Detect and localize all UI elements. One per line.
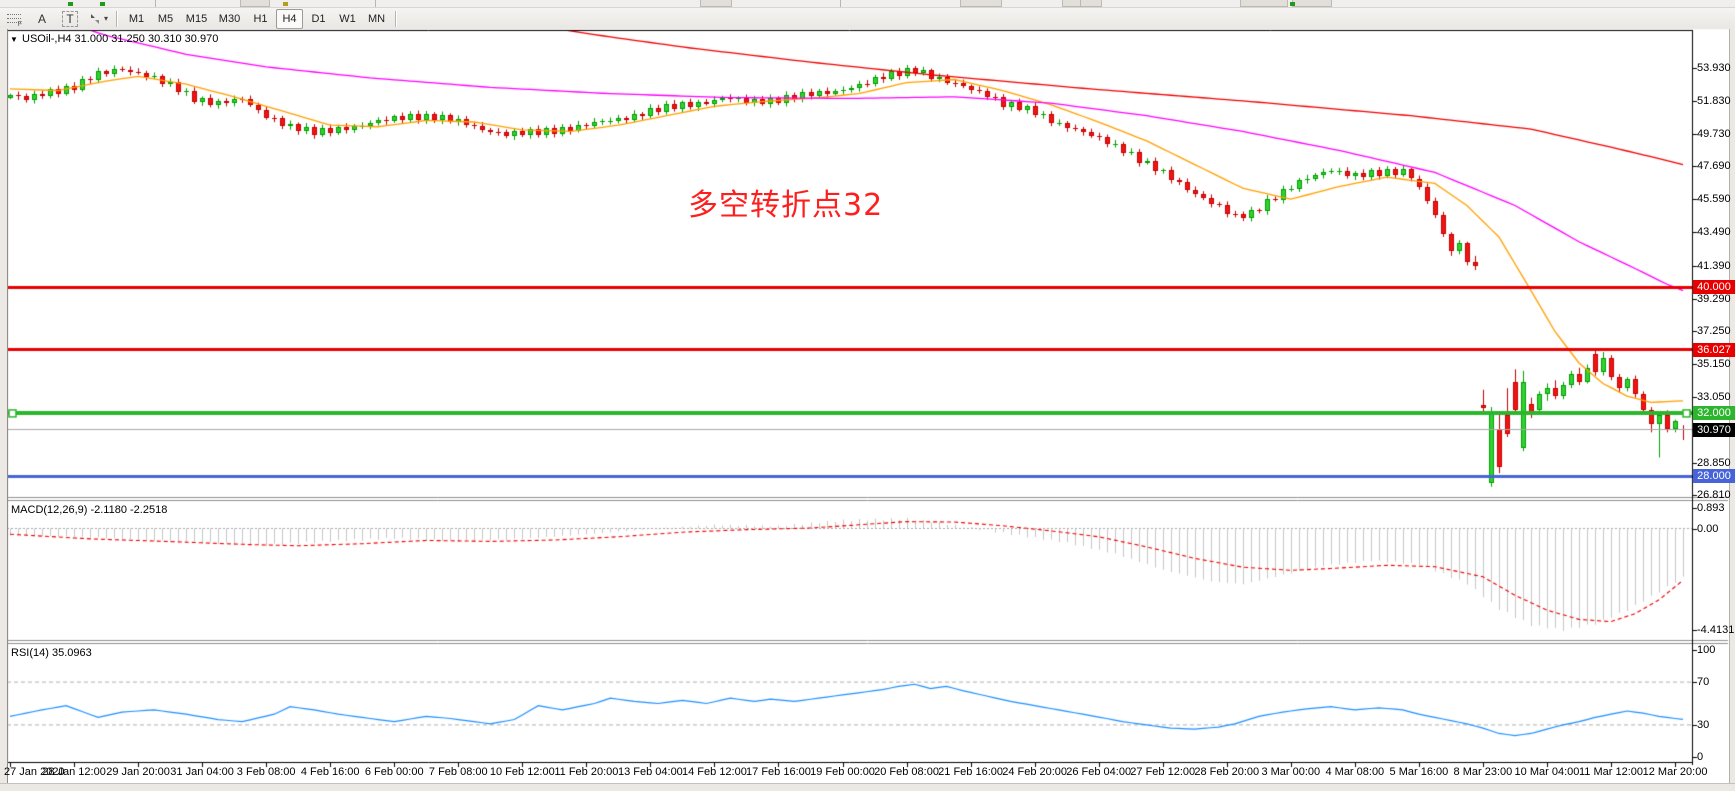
macd-indicator-label: MACD(12,26,9) -2.1180 -2.2518: [11, 504, 168, 516]
time-axis-label: 21 Feb 16:00: [938, 766, 1004, 778]
price-axis-label: 35.150: [1697, 357, 1731, 370]
price-badge-30970: 30.970: [1693, 422, 1735, 437]
price-axis-label: 28.850: [1697, 457, 1731, 469]
rsi-scale-label: 100: [1697, 644, 1716, 656]
window-bottom-border: [0, 783, 1735, 791]
price-axis-label: 45.590: [1697, 193, 1731, 206]
price-axis-label: 39.290: [1697, 292, 1731, 305]
time-axis-label: 3 Feb 08:00: [236, 766, 296, 778]
time-axis-label: 19 Feb 00:00: [810, 766, 875, 778]
time-axis-label: 28 Jan 12:00: [42, 766, 106, 778]
time-axis-label: 31 Jan 04:00: [170, 766, 234, 778]
time-axis-label: 28 Feb 20:00: [1194, 766, 1260, 778]
macd-scale-label: 0.893: [1697, 501, 1725, 514]
price-axis-label: 47.690: [1697, 160, 1731, 173]
price-axis-label: 53.930: [1697, 62, 1731, 74]
chart-collapse-icon[interactable]: ▼: [10, 35, 18, 44]
price-axis-label: 49.730: [1697, 128, 1731, 141]
time-axis-label: 7 Feb 08:00: [428, 766, 488, 778]
macd-scale-label: -4.4131: [1697, 624, 1735, 636]
time-axis-label: 27 Feb 12:00: [1130, 766, 1196, 778]
time-axis-label: 5 Mar 16:00: [1389, 766, 1449, 778]
time-axis-label: 10 Feb 12:00: [489, 766, 555, 778]
rsi-scale-label: 30: [1697, 718, 1710, 731]
time-axis-label: 8 Mar 23:00: [1453, 766, 1513, 778]
price-badge-40000: 40.000: [1693, 280, 1735, 295]
time-axis-label: 11 Feb 20:00: [554, 766, 619, 778]
time-axis-label: 3 Mar 00:00: [1261, 766, 1321, 778]
time-axis-label: 27 Jan 2020: [4, 766, 65, 778]
price-axis-label: 43.490: [1697, 226, 1731, 239]
chart-title: USOil-,H4 31.000 31.250 30.310 30.970: [22, 33, 219, 45]
window-left-border: [0, 29, 8, 791]
rsi-scale-label: 0: [1697, 751, 1704, 763]
time-axis-label: 6 Feb 00:00: [364, 766, 424, 778]
time-axis-label: 29 Jan 20:00: [106, 766, 170, 778]
price-badge-36027: 36.027: [1693, 342, 1735, 357]
price-axis-label: 41.390: [1697, 259, 1731, 272]
time-axis-label: 20 Feb 08:00: [874, 766, 939, 778]
time-axis-label: 10 Mar 04:00: [1514, 766, 1580, 778]
macd-scale-label: 0.00: [1697, 522, 1719, 535]
time-axis-label: 4 Feb 16:00: [300, 766, 360, 778]
time-axis-label: 4 Mar 08:00: [1325, 766, 1385, 778]
price-badge-28000: 28.000: [1693, 469, 1735, 484]
time-axis-label: 17 Feb 16:00: [746, 766, 811, 778]
time-axis-label: 24 Feb 20:00: [1002, 766, 1068, 778]
chart-text-annotation[interactable]: 多空转折点32: [688, 188, 884, 223]
price-axis-label: 51.830: [1697, 95, 1731, 108]
rsi-scale-label: 70: [1697, 676, 1710, 689]
price-axis-label: 33.050: [1697, 390, 1731, 403]
time-axis-label: 11 Mar 12:00: [1578, 766, 1644, 778]
rsi-indicator-label: RSI(14) 35.0963: [11, 647, 92, 659]
price-axis-label: 26.810: [1697, 489, 1731, 502]
time-axis-label: 14 Feb 12:00: [682, 766, 747, 778]
price-badge-32000: 32.000: [1693, 406, 1735, 421]
time-axis-label: 12 Mar 20:00: [1642, 766, 1708, 778]
time-axis-label: 13 Feb 04:00: [617, 766, 683, 778]
price-axis-label: 37.250: [1697, 324, 1731, 337]
time-axis-label: 26 Feb 04:00: [1066, 766, 1132, 778]
